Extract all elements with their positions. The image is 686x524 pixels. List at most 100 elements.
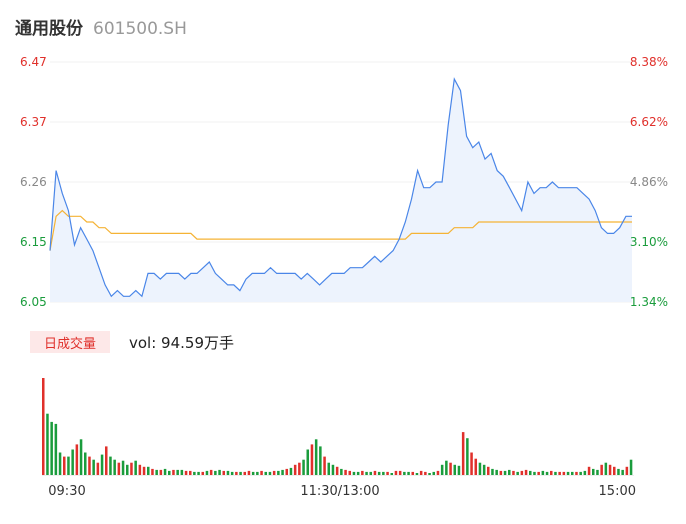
volume-bar	[247, 470, 251, 475]
volume-bar	[583, 470, 587, 475]
volume-bar	[54, 423, 58, 475]
volume-bar	[218, 469, 221, 475]
volume-bar	[126, 464, 129, 475]
volume-bar	[331, 464, 335, 475]
volume-bar	[461, 432, 465, 475]
volume-bar	[428, 473, 431, 475]
volume-bar	[243, 471, 247, 475]
volume-bar	[495, 469, 498, 475]
volume-bar	[356, 471, 360, 475]
volume-bar	[289, 467, 293, 475]
volume-bar	[617, 468, 620, 475]
volume-bar	[205, 470, 209, 475]
volume-bar	[63, 456, 66, 475]
volume-tag: 日成交量	[30, 331, 110, 353]
volume-bar	[67, 456, 70, 475]
volume-bar	[411, 471, 415, 475]
volume-bar	[449, 462, 452, 475]
volume-bar	[214, 470, 217, 475]
volume-bar	[92, 459, 95, 475]
volume-bar	[512, 470, 515, 475]
volume-bar	[516, 471, 519, 475]
volume-bar	[398, 470, 402, 475]
volume-bar	[327, 462, 331, 475]
volume-bar	[302, 459, 305, 475]
volume-bar	[176, 469, 179, 475]
volume-bar	[537, 471, 540, 475]
volume-bar	[189, 470, 192, 475]
volume-bar	[58, 452, 62, 475]
volume-bar	[571, 471, 574, 475]
price-area	[50, 79, 632, 302]
volume-bar	[239, 471, 242, 475]
price-tick-label: 6.05	[20, 295, 47, 309]
volume-bar	[293, 464, 297, 475]
volume-bar	[209, 469, 213, 475]
time-axis-labels: 09:30 11:30/13:00 15:00	[48, 484, 636, 499]
volume-bar	[50, 421, 53, 475]
volume-bar	[71, 449, 74, 475]
volume-bar	[285, 468, 289, 475]
volume-bar	[579, 471, 582, 475]
volume-bar	[432, 471, 436, 475]
volume-bar	[587, 466, 591, 475]
volume-bar	[96, 462, 100, 475]
volume-bar	[482, 464, 486, 475]
volume-bar	[264, 471, 268, 475]
volume-bar	[470, 452, 473, 475]
volume-bar	[172, 469, 175, 475]
volume-bar	[268, 471, 272, 475]
volume-bar	[424, 471, 427, 475]
volume-bar	[197, 471, 200, 475]
percent-tick-label: 3.10%	[630, 235, 668, 249]
volume-bar	[260, 470, 263, 475]
volume-bar	[550, 470, 553, 475]
volume-bar	[382, 471, 385, 475]
volume-bar	[235, 471, 238, 475]
volume-bar	[134, 460, 137, 475]
volume-bar	[621, 469, 624, 475]
volume-bar	[251, 471, 255, 475]
average-price-line	[49, 209, 632, 251]
volume-bar	[566, 471, 570, 475]
volume-bar	[310, 444, 314, 475]
volume-bar	[155, 469, 158, 475]
volume-bar	[403, 471, 406, 475]
volume-bar	[533, 471, 536, 475]
volume-bar	[487, 466, 490, 475]
stock-name: 通用股份	[15, 19, 83, 39]
percent-tick-label: 1.34%	[630, 295, 668, 309]
volume-bar	[159, 469, 163, 475]
volume-bar	[554, 471, 557, 475]
volume-bar	[348, 470, 352, 475]
volume-bar	[545, 471, 549, 475]
time-tick-label: 11:30/13:00	[300, 484, 379, 499]
volume-bar	[222, 470, 226, 475]
volume-bar	[390, 473, 394, 475]
volume-bar	[230, 471, 234, 475]
volume-bar	[298, 462, 301, 475]
volume-bar	[529, 470, 532, 475]
time-tick-label: 15:00	[599, 484, 636, 499]
volume-bar	[138, 464, 142, 475]
volume-bar	[466, 438, 469, 475]
price-tick-label: 6.15	[20, 235, 47, 249]
volume-bar	[520, 470, 524, 475]
percent-tick-label: 4.86%	[630, 175, 668, 189]
volume-bar	[373, 470, 377, 475]
volume-bar	[503, 470, 507, 475]
volume-bar	[352, 471, 356, 475]
percent-tick-label: 6.62%	[630, 115, 668, 129]
volume-bar	[142, 466, 146, 475]
volume-bar	[419, 470, 423, 475]
time-tick-label: 09:30	[48, 484, 85, 499]
volume-bar	[369, 471, 373, 475]
volume-bar	[407, 471, 410, 475]
volume-bar	[474, 458, 478, 475]
volume-bar	[344, 469, 347, 475]
volume-bar	[629, 459, 633, 475]
price-tick-label: 6.47	[20, 55, 47, 69]
volume-bar	[335, 466, 339, 475]
volume-bar	[365, 471, 368, 475]
